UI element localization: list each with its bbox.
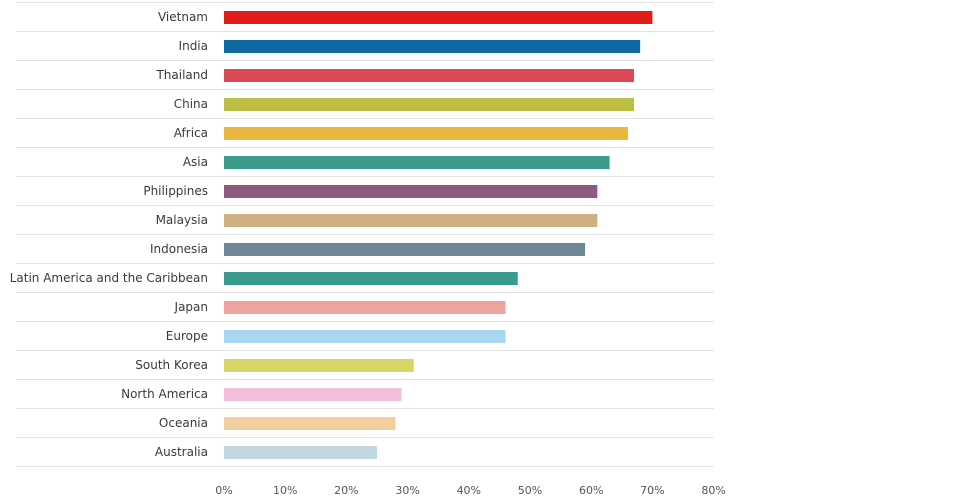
bar-thailand xyxy=(224,69,634,82)
category-label-latin-america-and-the-caribbean: Latin America and the Caribbean xyxy=(10,271,208,285)
category-label-oceania: Oceania xyxy=(159,416,208,430)
bar-china xyxy=(224,98,634,111)
category-label-indonesia: Indonesia xyxy=(150,242,208,256)
x-tick-label: 60% xyxy=(579,484,603,497)
x-tick-label: 70% xyxy=(640,484,664,497)
bar-oceania xyxy=(224,417,395,430)
category-label-africa: Africa xyxy=(174,126,208,140)
category-label-china: China xyxy=(174,97,208,111)
bar-australia xyxy=(224,446,377,459)
category-label-north-america: North America xyxy=(121,387,208,401)
category-label-japan: Japan xyxy=(174,300,208,314)
bar-africa xyxy=(224,127,628,140)
category-label-south-korea: South Korea xyxy=(135,358,208,372)
x-tick-label: 40% xyxy=(457,484,481,497)
x-tick-label: 30% xyxy=(395,484,419,497)
category-label-asia: Asia xyxy=(183,155,208,169)
bar-latin-america-and-the-caribbean xyxy=(224,272,518,285)
category-label-australia: Australia xyxy=(155,445,208,459)
category-label-vietnam: Vietnam xyxy=(158,10,208,24)
bar-vietnam xyxy=(224,11,652,24)
bar-indonesia xyxy=(224,243,585,256)
bar-philippines xyxy=(224,185,597,198)
x-tick-label: 80% xyxy=(701,484,725,497)
x-axis-tick-labels: 0% 10% 20% 30% 40% 50% 60% 70% 80% xyxy=(215,484,726,497)
category-label-philippines: Philippines xyxy=(143,184,208,198)
x-tick-label: 50% xyxy=(518,484,542,497)
category-label-europe: Europe xyxy=(166,329,208,343)
x-tick-label: 0% xyxy=(215,484,232,497)
bar-japan xyxy=(224,301,506,314)
category-label-india: India xyxy=(179,39,208,53)
category-label-malaysia: Malaysia xyxy=(156,213,208,227)
bar-south-korea xyxy=(224,359,414,372)
bar-malaysia xyxy=(224,214,597,227)
category-label-thailand: Thailand xyxy=(155,68,208,82)
bar-europe xyxy=(224,330,506,343)
bar-chart: Vietnam India Thailand China Africa Asia Phili… xyxy=(0,0,960,504)
bar-asia xyxy=(224,156,610,169)
x-tick-label: 20% xyxy=(334,484,358,497)
x-tick-label: 10% xyxy=(273,484,297,497)
bar-india xyxy=(224,40,640,53)
bar-north-america xyxy=(224,388,401,401)
